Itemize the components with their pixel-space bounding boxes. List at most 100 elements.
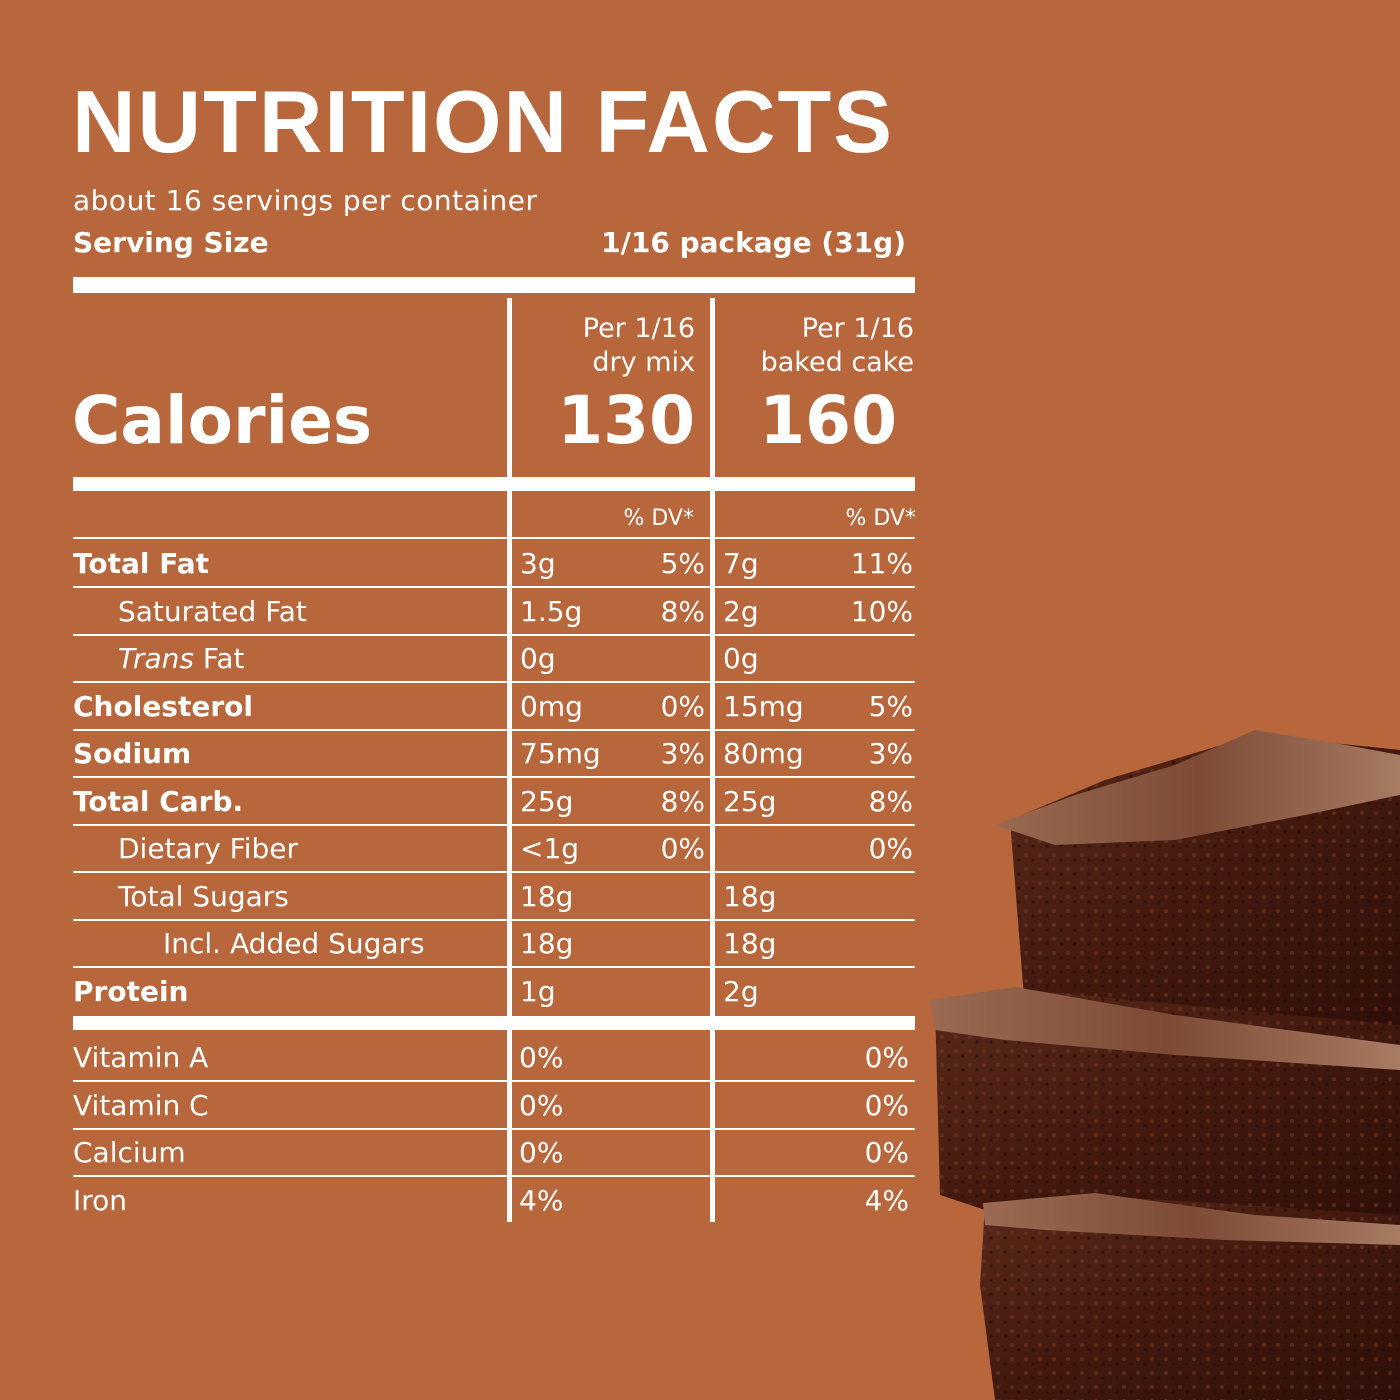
nutrient-row: Incl. Added Sugars 18g 18g [73, 920, 915, 968]
baked-dv: 3% [868, 737, 913, 770]
nutrient-row: Trans Fat 0g 0g [73, 635, 915, 683]
nutrient-row: Protein 1g 2g [73, 968, 915, 1016]
nutrient-name: Incl. Added Sugars [163, 927, 425, 960]
dry-header-line1: Per 1/16 [582, 313, 695, 344]
row-rule [73, 823, 915, 826]
vitamin-dry-dv: 0% [519, 1041, 564, 1074]
baked-cake-header: Per 1/16 baked cake [761, 312, 914, 380]
servings-per-container: about 16 servings per container [73, 184, 538, 217]
baked-amount: 80mg [723, 737, 804, 770]
baked-amount: 25g [723, 784, 777, 818]
baked-dv-header: % DV* [845, 506, 916, 531]
row-rule [73, 633, 915, 636]
dry-amount: 0mg [520, 689, 583, 723]
baked-amount: 7g [723, 547, 759, 580]
top-thick-rule [73, 277, 915, 293]
vitamin-row: Calcium 0% 0% [73, 1129, 915, 1177]
baked-amount: 15mg [723, 689, 804, 723]
nutrients-end-thick-rule [73, 1016, 915, 1030]
dry-dv-header: % DV* [623, 506, 694, 531]
dry-amount: 18g [520, 879, 574, 913]
row-rule [73, 918, 915, 921]
calories-dry-value: 130 [557, 382, 695, 459]
nutrient-name: Dietary Fiber [118, 832, 299, 865]
vitamin-name: Iron [73, 1183, 128, 1217]
brownie-stack-image [930, 730, 1400, 1400]
vitamin-dry-dv: 4% [519, 1183, 564, 1217]
calories-thick-rule [73, 477, 915, 491]
row-rule [73, 1175, 915, 1177]
baked-header-line2: baked cake [760, 347, 914, 378]
nutrient-row: Cholesterol 0mg 0% 15mg 5% [73, 683, 915, 731]
nutrient-name-italic: Trans [118, 642, 194, 675]
dry-header-line2: dry mix [592, 347, 695, 378]
dv-header-rule [73, 537, 915, 539]
vitamin-name: Vitamin A [73, 1041, 209, 1074]
nutrition-title: NUTRITION FACTS [72, 72, 894, 171]
vitamin-name: Calcium [73, 1136, 186, 1169]
row-rule [73, 681, 915, 683]
nutrient-row: Dietary Fiber <1g 0% 0% [73, 825, 915, 873]
row-rule [73, 1127, 915, 1130]
nutrient-name: Cholesterol [73, 689, 253, 723]
dry-dv: 8% [660, 784, 705, 818]
vitamin-baked-dv: 0% [864, 1136, 909, 1169]
dry-dv: 8% [660, 594, 705, 628]
vitamin-row: Vitamin C 0% 0% [73, 1082, 915, 1130]
baked-amount: 2g [723, 974, 759, 1008]
vitamin-dry-dv: 0% [519, 1136, 564, 1169]
row-rule [73, 776, 915, 778]
serving-size-label: Serving Size [73, 226, 269, 259]
calories-label: Calories [72, 382, 373, 459]
dry-amount: 18g [520, 927, 574, 960]
baked-dv: 11% [850, 547, 913, 580]
dry-amount: 25g [520, 784, 574, 818]
dry-amount: <1g [520, 832, 580, 865]
nutrient-name: Saturated Fat [118, 594, 307, 628]
dry-dv: 0% [660, 832, 705, 865]
nutrient-name: Total Sugars [118, 879, 289, 913]
row-rule [73, 966, 915, 968]
nutrient-name: Sodium [73, 737, 192, 770]
vitamin-name: Vitamin C [73, 1088, 209, 1122]
serving-size-value: 1/16 package (31g) [601, 226, 906, 259]
dry-amount: 1g [520, 974, 556, 1008]
dry-dv: 3% [660, 737, 705, 770]
baked-dv: 8% [868, 784, 913, 818]
vitamin-baked-dv: 0% [864, 1041, 909, 1074]
nutrient-row: Total Fat 3g 5% 7g 11% [73, 540, 915, 588]
dry-amount: 1.5g [520, 594, 583, 628]
baked-dv: 5% [868, 689, 913, 723]
vitamin-dry-dv: 0% [519, 1088, 564, 1122]
vitamin-row: Iron 4% 4% [73, 1177, 915, 1225]
row-rule [73, 1080, 915, 1082]
dry-dv: 0% [660, 689, 705, 723]
dry-amount: 75mg [520, 737, 601, 770]
vitamin-baked-dv: 0% [864, 1088, 909, 1122]
baked-amount: 18g [723, 879, 777, 913]
baked-dv: 0% [868, 832, 913, 865]
baked-dv: 10% [850, 594, 913, 628]
nutrient-name: Protein [73, 974, 189, 1008]
calories-baked-value: 160 [759, 382, 897, 459]
nutrient-name: Total Carb. [73, 784, 244, 818]
nutrient-row: Sodium 75mg 3% 80mg 3% [73, 730, 915, 778]
nutrient-name: Total Fat [73, 547, 210, 580]
row-rule [73, 728, 915, 731]
nutrient-row: Total Carb. 25g 8% 25g 8% [73, 778, 915, 826]
dry-mix-header: Per 1/16 dry mix [583, 312, 695, 380]
nutrient-name: Trans Fat [118, 643, 245, 675]
column-divider-right [710, 298, 715, 1222]
nutrient-name-rest: Fat [193, 642, 245, 675]
row-rule [73, 871, 915, 873]
dry-amount: 0g [520, 642, 556, 675]
nutrient-row: Total Sugars 18g 18g [73, 873, 915, 921]
vitamin-row: Vitamin A 0% 0% [73, 1034, 915, 1082]
baked-header-line1: Per 1/16 [801, 313, 914, 344]
dry-amount: 3g [520, 547, 556, 580]
baked-amount: 0g [723, 642, 759, 675]
vitamin-baked-dv: 4% [864, 1183, 909, 1217]
baked-amount: 18g [723, 927, 777, 960]
column-divider-left [507, 298, 512, 1222]
baked-amount: 2g [723, 594, 759, 628]
